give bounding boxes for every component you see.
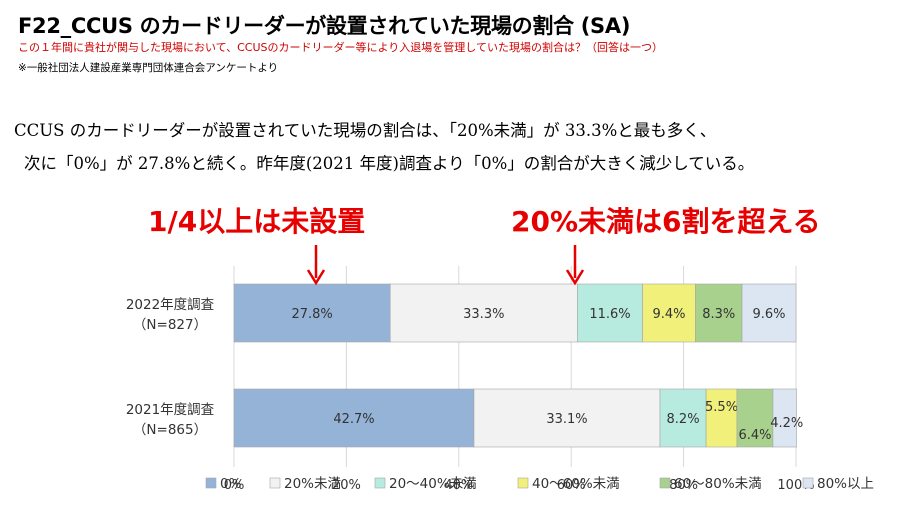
data-label: 8.2%	[667, 412, 700, 427]
legend-swatch	[269, 477, 281, 489]
data-label: 8.3%	[702, 307, 735, 322]
x-tick-label: 60%	[557, 478, 586, 493]
category-label: 2022年度調査	[126, 297, 215, 313]
bar-segment	[695, 283, 743, 343]
legend-label: 40～60%未満	[532, 476, 620, 492]
legend-label: 0%	[220, 476, 242, 492]
legend-swatch	[517, 477, 529, 489]
data-label: 9.6%	[753, 307, 786, 322]
data-label: 11.6%	[589, 307, 630, 322]
bar-segment	[736, 388, 774, 448]
bar-segment	[233, 388, 475, 448]
bar-segment	[473, 388, 661, 448]
legend-swatch	[205, 477, 217, 489]
legend-swatch	[659, 477, 671, 489]
bar-segment	[772, 388, 797, 448]
data-label: 6.4%	[738, 428, 771, 443]
x-tick-label: 0%	[224, 478, 245, 493]
legend-swatch	[374, 477, 386, 489]
legend-label: 20%未満	[284, 476, 341, 492]
data-label: 5.5%	[705, 400, 738, 415]
bar-segment	[233, 283, 391, 343]
bar-segment	[642, 283, 696, 343]
source-note: ※一般社団法人建設産業専門団体連合会アンケートより	[18, 62, 279, 74]
callout-under-20: 20%未満は6割を超える	[511, 205, 821, 238]
legend-label: 60～80%未満	[674, 476, 762, 492]
category-n-label: （N=865）	[133, 422, 207, 438]
x-tick-label: 20%	[332, 478, 361, 493]
callout-arrow-head	[306, 269, 326, 286]
data-label: 33.3%	[463, 307, 504, 322]
bar-segment	[741, 283, 797, 343]
category-label: 2021年度調査	[126, 402, 215, 418]
legend-label: 20～40%未満	[389, 476, 477, 492]
legend-swatch	[802, 477, 814, 489]
callout-arrow-head	[565, 269, 585, 286]
question-subtitle: この１年間に貴社が関与した現場において、CCUSのカードリーダー等により入退場を…	[18, 41, 663, 54]
chart-title: F22_CCUS のカードリーダーが設置されていた現場の割合 (SA)	[18, 14, 631, 38]
x-tick-label: 80%	[669, 478, 698, 493]
x-tick-label: 40%	[444, 478, 473, 493]
summary-line-1: CCUS のカードリーダーが設置されていた現場の割合は、「20%未満」が 33.…	[14, 121, 717, 140]
bar-segment	[577, 283, 643, 343]
bar-segment	[389, 283, 578, 343]
data-label: 42.7%	[333, 412, 374, 427]
category-n-label: （N=827）	[133, 317, 207, 333]
bar-segment	[705, 388, 738, 448]
data-label: 27.8%	[291, 307, 332, 322]
callout-unset: 1/4以上は未設置	[148, 205, 366, 238]
data-label: 4.2%	[770, 416, 803, 431]
data-label: 33.1%	[546, 412, 587, 427]
data-label: 9.4%	[652, 307, 685, 322]
legend-label: 80%以上	[817, 476, 874, 492]
summary-line-2: 次に「0%」が 27.8%と続く。昨年度(2021 年度)調査より「0%」の割合…	[24, 154, 755, 173]
summary-text: CCUS のカードリーダーが設置されていた現場の割合は、「20%未満」が 33.…	[14, 114, 914, 180]
